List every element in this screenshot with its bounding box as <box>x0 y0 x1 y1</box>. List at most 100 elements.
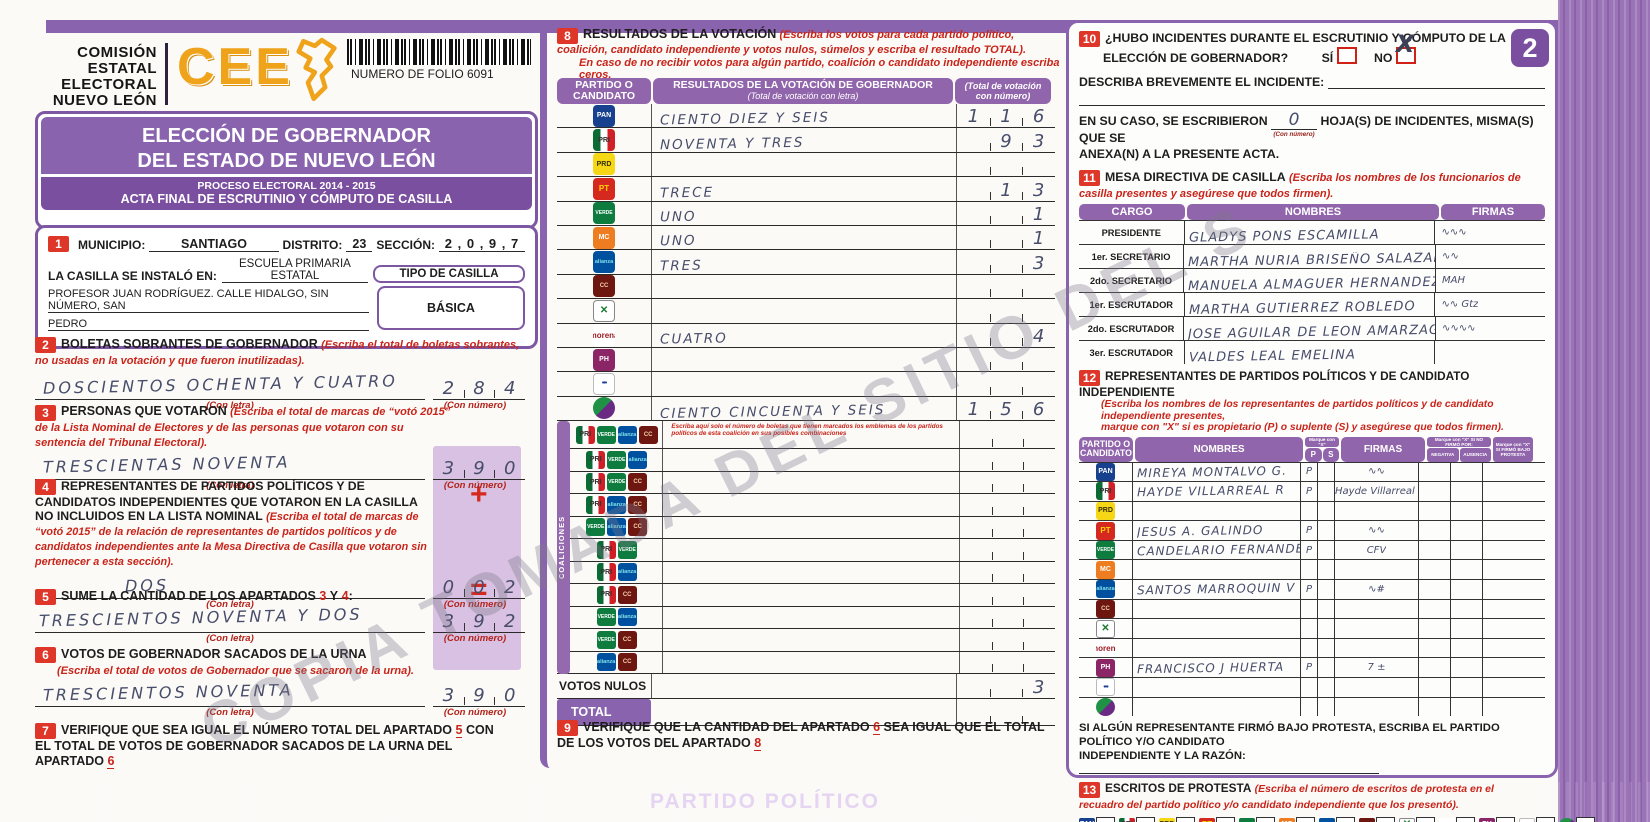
coalition-row: PRI alianza <box>557 561 1055 585</box>
section-2-sublabels: (Con letra) (Con número) <box>35 400 525 411</box>
coalition-numero-cell <box>960 584 1055 606</box>
describe-line-1 <box>1328 74 1545 89</box>
digit-boxes <box>957 151 1055 176</box>
mesa-nombre-cell: MARTHA GUTIERREZ ROBLEDO <box>1185 293 1436 318</box>
handwritten-p-mark: P <box>1305 485 1313 497</box>
digit-box <box>991 626 1024 651</box>
casilla-address: PROFESOR JUAN RODRÍGUEZ. CALLE HIDALGO, … <box>48 286 525 331</box>
rep-row: ✕ <box>1079 618 1545 638</box>
rep-party-cell: PH <box>1079 658 1133 678</box>
handwritten-firma: ∿∿ <box>1368 466 1385 478</box>
digit-box: 3 <box>1022 127 1055 152</box>
handwritten-digit: 0 <box>503 685 516 706</box>
hojas-post2-label: ANEXA(N) A LA PRESENTE ACTA. <box>1079 147 1280 161</box>
results-numero-cell: 3 <box>957 250 1055 273</box>
mesa-row: 2do. ESCRUTADOR JOSE AGUILAR DE LEON AMAR… <box>1079 316 1545 342</box>
folio-barcode <box>347 39 531 65</box>
rep-party-cell: PRD <box>1079 501 1133 521</box>
rep-ausencia-cell <box>1451 619 1483 638</box>
header-marque-px: Marque con "X" P S <box>1305 436 1339 462</box>
rep-firma-cell <box>1335 560 1419 580</box>
party-logo-mc: MC <box>1096 560 1115 579</box>
municipio-value: SANTIAGO <box>149 237 279 252</box>
digit-box: 2 <box>494 607 525 632</box>
coalition-numero-cell <box>960 539 1055 561</box>
bottom-bar-label: PARTIDO POLÍTICO <box>650 790 880 813</box>
seccion-value: 2 , 0 , 9 , 7 <box>439 236 525 252</box>
rep-negativa-cell <box>1419 619 1451 638</box>
org-line: ELECTORAL <box>61 76 157 93</box>
digit-box <box>1023 468 1055 493</box>
rep-ausencia-cell <box>1451 501 1483 521</box>
party-logo-ph: PH <box>1479 817 1495 822</box>
protest-line1: SI ALGÚN REPRESENTANTE FIRMÓ BAJO PROTES… <box>1079 722 1500 749</box>
mesa-row: 2do. SECRETARIO MANUELA ALMAGUER HERNANDE… <box>1079 268 1545 294</box>
escrito-count-box <box>1336 817 1355 822</box>
digit-box: 1 <box>957 102 990 127</box>
handwritten-vote-words: CIENTO CINCUENTA Y SEIS <box>659 402 886 423</box>
coaliciones-label: COALICIONES <box>557 421 570 675</box>
escrito-item-prd: PRD <box>1159 817 1195 822</box>
coalition-letra-cell: Escriba aquí solo el número de boletas q… <box>663 421 960 449</box>
handwritten-p-mark: P <box>1305 525 1313 537</box>
results-row: alianza TRES 3 <box>557 250 1055 275</box>
handwritten-digit: 1 <box>1032 203 1045 225</box>
con-letra-label: (Con letra) <box>206 480 254 491</box>
digit-box: 9 <box>463 454 495 479</box>
nuevo-leon-state-icon <box>296 37 337 102</box>
results-numero-cell <box>957 299 1055 322</box>
digit-box <box>989 371 1023 396</box>
results-letra-cell <box>652 152 958 177</box>
digit-box <box>960 446 992 471</box>
distrito-value: 23 <box>346 237 373 252</box>
digit-boxes <box>960 491 1055 516</box>
digit-box <box>989 249 1023 274</box>
municipio-row: 1 MUNICIPIO: SANTIAGO DISTRITO: 23 SECCI… <box>48 236 525 252</box>
digit-boxes <box>960 446 1055 471</box>
section-11-title: MESA DIRECTIVA DE CASILLA <box>1105 170 1286 184</box>
header-s: S <box>1322 447 1339 462</box>
coalition-numero-cell <box>960 472 1055 494</box>
handwritten-firma: 7 ± <box>1367 662 1386 674</box>
header-firmas: FIRMAS <box>1341 436 1425 462</box>
hojas-post-label: HOJA(S) DE INCIDENTES, MISMA(S) QUE SE <box>1079 114 1534 145</box>
casilla-row: LA CASILLA SE INSTALÓ EN: ESCUELA PRIMAR… <box>48 258 525 283</box>
party-logo-mc: MC <box>1279 817 1295 822</box>
rep-p-cell: P <box>1301 580 1318 599</box>
rep-nombre-cell: JESUS A. GALINDO <box>1133 521 1301 540</box>
section-3-title: PERSONAS QUE VOTARON <box>61 404 227 418</box>
escrito-count-box <box>1496 817 1515 822</box>
results-letra-cell: TRECE <box>652 177 958 201</box>
party-logo-cc: CC <box>617 630 637 649</box>
section-1-casilla: 1 MUNICIPIO: SANTIAGO DISTRITO: 23 SECCI… <box>35 225 538 349</box>
rep-negativa-cell <box>1419 697 1451 717</box>
header-resultados-line1: RESULTADOS DE LA VOTACIÓN DE GOBERNADOR <box>673 79 933 91</box>
section-5-suma: 5 SUME LA CANTIDAD DE LOS APARTADOS 3 Y 4… <box>35 589 525 644</box>
digit-box <box>1022 700 1055 725</box>
rep-ausencia-cell <box>1451 638 1483 658</box>
title-line-2: DEL ESTADO DE NUEVO LEÓN <box>137 150 436 172</box>
digit-box <box>991 536 1024 561</box>
digit-boxes: 3 <box>957 249 1055 274</box>
section-9-verifique: 9 VERIFIQUE QUE LA CANTIDAD DEL APARTADO … <box>557 720 1047 751</box>
mesa-firma-cell: MAH <box>1436 269 1545 292</box>
digit-box <box>991 423 1024 448</box>
mesa-row: 1er. ESCRUTADOR MARTHA GUTIERREZ ROBLEDO ∿… <box>1079 292 1545 318</box>
party-logo-pri: PRI <box>596 585 616 604</box>
digit-box <box>960 468 992 493</box>
digit-boxes <box>960 581 1055 606</box>
results-letra-cell: CUATRO <box>652 323 958 347</box>
tipo-casilla-value: BÁSICA <box>377 286 525 330</box>
section-12-title: REPRESENTANTES DE PARTIDOS POLÍTICOS Y D… <box>1079 369 1470 399</box>
digit-box <box>1022 371 1055 396</box>
digit-boxes <box>957 371 1055 396</box>
digit-box: 1 <box>957 395 990 420</box>
rep-row: morena <box>1079 637 1545 658</box>
election-title: ELECCIÓN DE GOBERNADOR DEL ESTADO DE NUE… <box>41 117 532 174</box>
digit-box <box>960 648 992 673</box>
